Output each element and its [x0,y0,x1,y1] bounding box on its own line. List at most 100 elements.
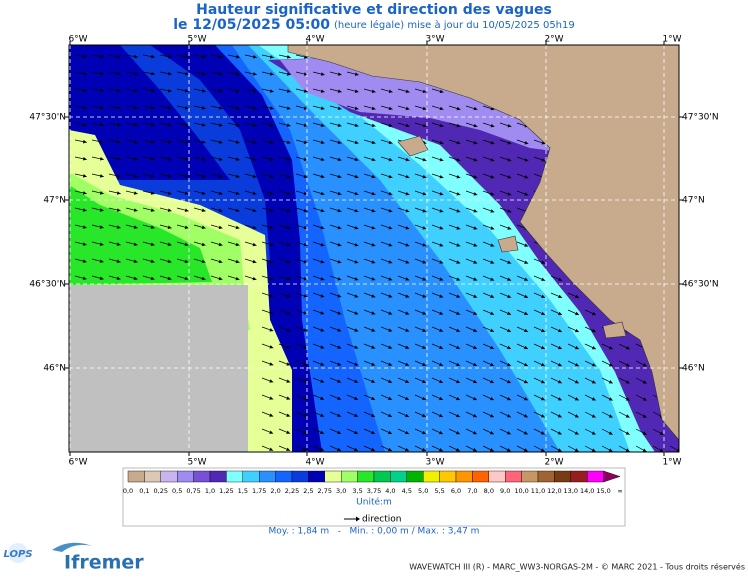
wave-arrow-head [269,225,274,230]
wave-arrow-head [201,89,206,93]
wave-arrow-head [642,397,647,401]
wave-arrow-head [557,431,562,435]
wave-arrow-head [269,328,274,332]
wave-arrow-head [184,225,189,229]
wave-arrow-head [608,448,613,452]
wave-arrow-head [456,123,461,128]
wave-arrow-head [507,192,512,196]
wave-arrow-head [405,191,410,196]
wave-arrow-head [133,208,138,212]
wave-arrow-head [558,328,562,333]
wave-arrow-head [320,430,325,434]
wave-arrow-head [167,191,172,195]
wave-arrow-head [591,431,596,435]
date: le 12/05/2025 05:00 [173,17,330,33]
wave-arrow-head [117,88,121,93]
wave-arrow-head [100,88,104,93]
wave-arrow-head [100,71,104,76]
wave-arrow-head [371,191,376,196]
wave-arrow-head [286,106,291,110]
wave-arrow-head [405,294,410,298]
wave-arrow-head [354,294,359,298]
wave-arrow-head [473,243,478,247]
wave-arrow-head [422,174,427,179]
wave-arrow-head [269,174,274,179]
wave-arrow-head [303,242,308,247]
island [397,135,429,157]
wave-arrow-head [371,89,376,93]
wave-arrow-head [575,311,579,316]
wave-arrow-head [405,174,410,179]
wave-arrow-head [371,140,376,145]
wave-arrow-head [269,396,274,400]
title: Hauteur significative et direction des v… [196,2,552,18]
wave-arrow-head [286,276,291,281]
wave-arrow-head [286,259,291,264]
wave-arrow-head [235,174,240,178]
wave-arrow-head [286,311,291,315]
wave-arrow-head [405,379,410,383]
wave-arrow-head [134,54,138,59]
wave-arrow-head [269,345,274,349]
wave-arrow-head [371,157,376,162]
colorbar-cell [570,470,588,483]
wave-arrow-head [116,259,121,263]
colorbar: 0,0 0,1 0,25 0,5 0,75 1,0 1,25 1,5 1,75 2,0 2,25 2,… [123,470,623,495]
wave-arrow-head [625,431,630,435]
wave-arrow-head [320,191,325,196]
colorbar-cell [259,470,276,483]
wave-arrow-head [608,363,613,367]
wave-arrow-head [218,259,223,264]
wave-arrow-head [235,123,240,127]
wave-arrow-head [286,157,291,161]
wave-arrow-head [184,71,189,76]
wave-arrow-head [608,346,613,350]
wave-arrow-head [439,345,444,349]
wave-arrow-head [405,157,410,162]
colorbar-cell [127,470,145,483]
wave-arrow-head [472,448,477,452]
wave-arrow-head [286,345,291,349]
lon-label: 1°W [662,458,681,468]
wave-arrow-head [388,430,392,435]
wave-arrow-head [506,396,511,401]
colorbar-label: 3,0 [336,487,346,495]
wave-arrow-head [574,345,579,350]
colorbar-cell [373,470,391,483]
wave-arrow-head [371,260,376,264]
colorbar-cell [176,470,194,483]
wave-arrow-head [405,123,410,128]
wave-arrow-head [320,242,325,247]
wave-arrow-head [388,396,393,400]
land [287,45,679,441]
wave-arrow-head [252,72,257,76]
wave-arrow-head [337,362,342,366]
lat-label: 46°30'N [682,280,719,290]
wave-arrow-head [354,362,359,366]
lat-label: 47°30'N [682,113,719,123]
colorbar-label: 2,5 [303,487,313,495]
wave-arrow-head [286,208,291,213]
wave-arrow-head [269,362,274,366]
wave-arrow-head [405,430,409,435]
wave-arrow-head [421,447,426,452]
wave-arrow-head [608,414,613,418]
wave-arrow-head [167,123,172,127]
wave-arrow-head [524,260,529,264]
wave-arrow-head [354,345,359,349]
wave-arrow-head [99,122,104,127]
wave-arrow-head [99,139,104,144]
wave-arrow-head [507,260,512,264]
wave-arrow-head [218,157,223,161]
colorbar-label: 15,0 [596,487,610,495]
wave-arrow-head [473,379,477,384]
wave-arrow-head [456,175,461,179]
wave-arrow-head [82,208,87,212]
wave-arrow-head [116,242,121,246]
map-frame [68,44,680,453]
wave-arrow-head [405,328,410,332]
wave-arrow-head [303,345,308,349]
colorbar-cell [505,470,522,483]
wave-arrow-head [524,158,529,162]
wave-arrow-head [184,140,189,144]
